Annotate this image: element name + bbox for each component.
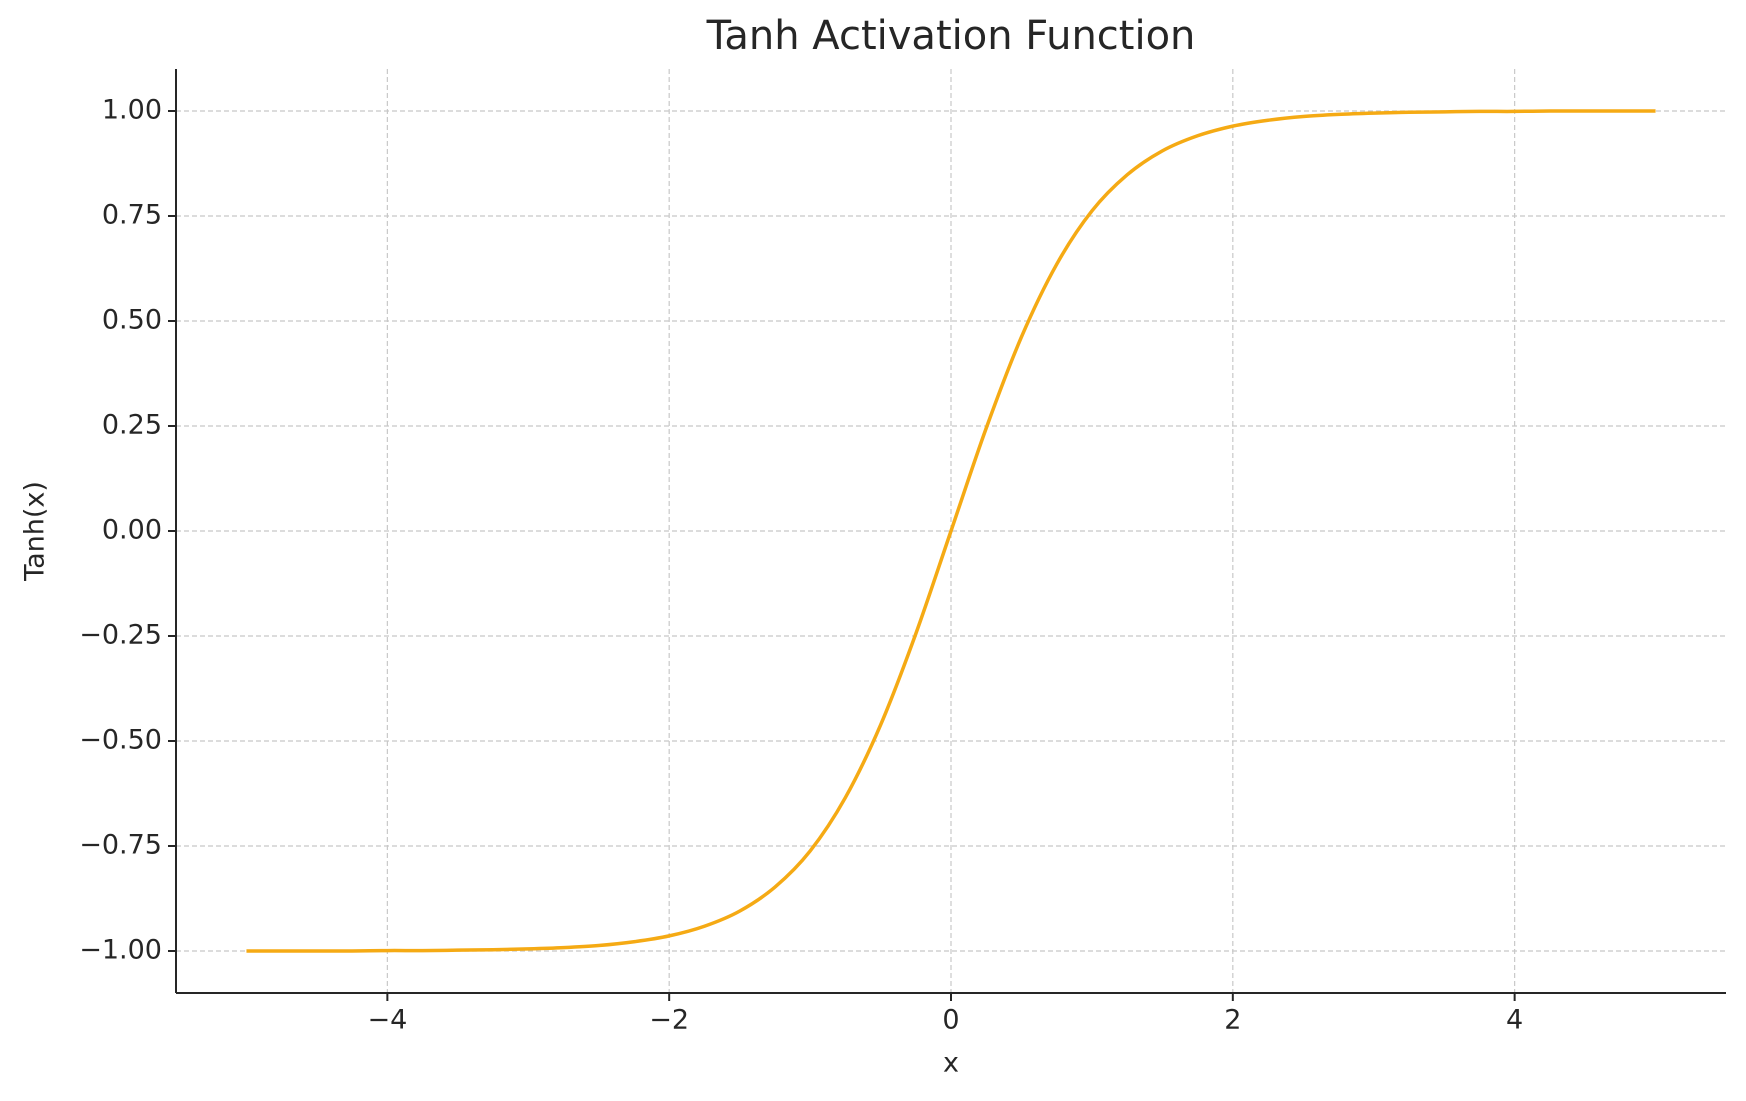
- y-tick-label: 0.00: [102, 515, 162, 546]
- y-tick-label: 1.00: [102, 95, 162, 126]
- y-tick-label: −1.00: [79, 935, 162, 966]
- y-tick-label: 0.75: [102, 200, 162, 231]
- y-tick-label: 0.25: [102, 410, 162, 441]
- x-tick-label: −4: [367, 1005, 407, 1036]
- chart-title: Tanh Activation Function: [706, 13, 1196, 59]
- x-tick-label: −2: [649, 1005, 689, 1036]
- y-tick-label: −0.50: [79, 725, 162, 756]
- y-axis-label: Tanh(x): [20, 481, 51, 582]
- line: [246, 109, 1656, 953]
- x-tick-label: 2: [1224, 1005, 1241, 1036]
- x-axis-label: x: [943, 1048, 959, 1079]
- x-tick-label: 0: [942, 1005, 959, 1036]
- y-tick-label: −0.75: [79, 830, 162, 861]
- y-tick-label: −0.25: [79, 620, 162, 651]
- y-tick-label: 0.50: [102, 305, 162, 336]
- x-tick-label: 4: [1506, 1005, 1523, 1036]
